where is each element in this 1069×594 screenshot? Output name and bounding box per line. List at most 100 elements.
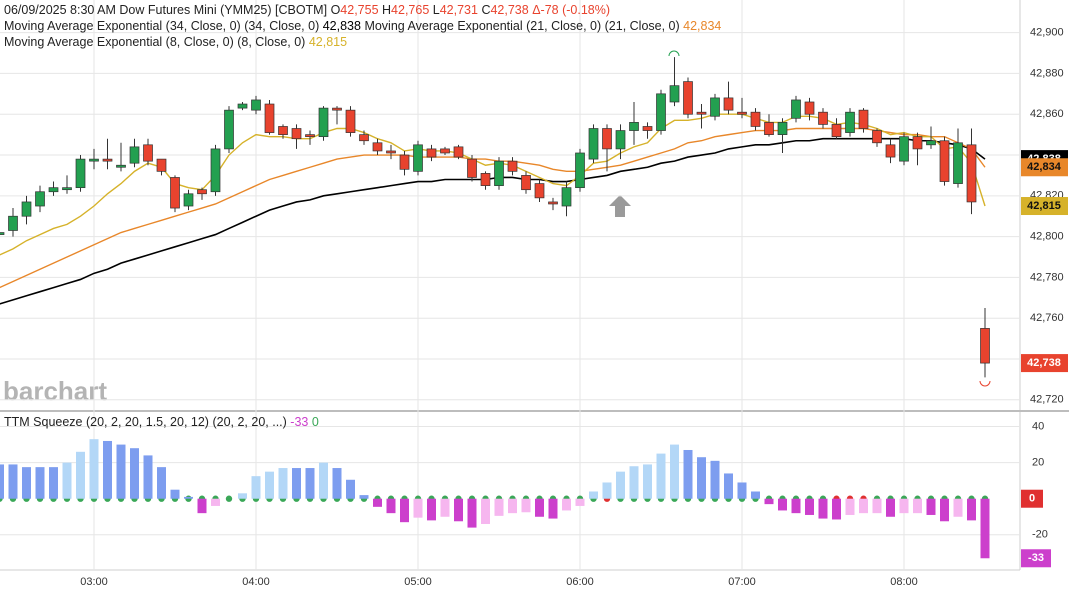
- candle-body: [845, 111, 855, 133]
- candle-body: [48, 187, 59, 193]
- y-tick-label: 42,900: [1030, 27, 1064, 39]
- candle-body: [102, 158, 113, 162]
- ema-line: [0, 137, 986, 305]
- y-tick-label: 42,860: [1030, 108, 1064, 120]
- candle-body: [345, 109, 356, 133]
- legend-params: (21, Close, 0): [604, 19, 680, 33]
- ohlc-key: C: [481, 3, 491, 17]
- candle-body: [872, 130, 882, 144]
- momentum-bar: [400, 498, 409, 523]
- candle-body: [615, 130, 626, 150]
- candle-body: [885, 144, 896, 158]
- momentum-bar: [764, 498, 774, 505]
- price-box: [1021, 158, 1068, 177]
- momentum-bar: [197, 498, 207, 514]
- momentum-bar: [62, 462, 72, 499]
- candle-body: [251, 99, 261, 111]
- candle-body: [264, 103, 275, 133]
- momentum-bar: [103, 440, 112, 499]
- momentum-bar: [940, 498, 949, 522]
- ohlc-value: 42,731: [439, 3, 478, 17]
- chart-header: 06/09/2025 8:30 AM Dow Futures Mini (YMM…: [4, 2, 721, 50]
- legend-params: (34, Close, 0): [244, 19, 320, 33]
- symbol: Dow Futures Mini (YMM25) [CBOTM]: [119, 3, 328, 17]
- momentum-bar: [305, 468, 315, 499]
- candle-body: [0, 232, 5, 235]
- candle-body: [35, 191, 45, 207]
- momentum-bar: [359, 495, 369, 499]
- momentum-bar: [616, 471, 625, 499]
- value-box-label: 0: [1029, 493, 1035, 505]
- momentum-bar: [251, 476, 261, 499]
- momentum-bar: [953, 498, 963, 517]
- momentum-bar: [724, 473, 733, 499]
- momentum-bar: [278, 468, 288, 499]
- momentum-bar: [656, 453, 666, 499]
- momentum-bar: [211, 498, 220, 506]
- momentum-bar: [413, 498, 423, 518]
- momentum-bar: [832, 498, 841, 520]
- ohlc-key: H: [382, 3, 392, 17]
- momentum-bar: [751, 491, 760, 499]
- y-tick-label: 42,720: [1030, 394, 1064, 406]
- legend-value: 42,834: [683, 19, 722, 33]
- y-tick-label: 42,800: [1030, 231, 1064, 243]
- grid-layer: [0, 0, 1020, 570]
- momentum-bar: [629, 466, 639, 499]
- candle-body: [8, 215, 18, 231]
- candle-body: [143, 144, 153, 162]
- momentum-bar: [346, 479, 355, 499]
- momentum-bar: [157, 467, 166, 499]
- ohlc-key: L: [432, 3, 440, 17]
- x-tick-label: 08:00: [890, 576, 918, 588]
- momentum-bar: [670, 444, 679, 499]
- momentum-bar: [683, 449, 693, 499]
- watermark: barchart: [3, 376, 107, 406]
- candle-body: [21, 201, 32, 217]
- candle-body: [818, 111, 828, 125]
- price-box: [1021, 197, 1068, 216]
- candle-body: [75, 158, 86, 189]
- momentum-bar: [980, 498, 990, 559]
- ohlc-value: 42,755: [340, 3, 379, 17]
- momentum-bar: [440, 498, 450, 517]
- y-tick-label: 42,880: [1030, 67, 1064, 79]
- momentum-bar: [548, 498, 558, 519]
- candle-body: [291, 128, 302, 140]
- indicator-header: TTM Squeeze (20, 2, 20, 1.5, 20, 12) (20…: [4, 415, 319, 429]
- candle-body: [372, 142, 383, 152]
- y-tick-label: 20: [1032, 457, 1044, 469]
- candle-body: [926, 140, 936, 146]
- momentum-bar: [170, 489, 180, 499]
- candle-body: [534, 183, 545, 199]
- x-tick-label: 03:00: [80, 576, 108, 588]
- ohlc-key: O: [330, 3, 341, 17]
- candle-body: [467, 158, 477, 178]
- candle-body: [480, 173, 491, 186]
- change: Δ-78 (-0.18%): [532, 3, 611, 17]
- momentum-bar: [130, 448, 139, 499]
- legend-name: Moving Average Exponential (21, Close, 0…: [364, 19, 602, 33]
- x-tick-label: 07:00: [728, 576, 756, 588]
- squeeze-value: 0: [311, 415, 319, 429]
- candle-body: [318, 107, 329, 138]
- candle-body: [399, 154, 410, 170]
- candle-body: [912, 136, 923, 150]
- momentum-bar: [562, 498, 571, 511]
- momentum-bar: [184, 496, 193, 499]
- ohlc-value: 42,765: [391, 3, 430, 17]
- candle-body: [453, 146, 464, 158]
- momentum-bar: [805, 498, 814, 515]
- momentum-bar: [292, 468, 301, 499]
- ema-line: [0, 127, 986, 289]
- momentum-bar: [926, 498, 936, 515]
- candle-body: [602, 128, 612, 150]
- momentum-bar: [8, 464, 18, 499]
- candle-body: [804, 101, 815, 115]
- momentum-bar: [818, 498, 828, 519]
- candle-body: [939, 140, 950, 182]
- candle-body: [507, 160, 518, 172]
- momentum-bar: [373, 498, 382, 507]
- momentum-bar: [913, 498, 922, 514]
